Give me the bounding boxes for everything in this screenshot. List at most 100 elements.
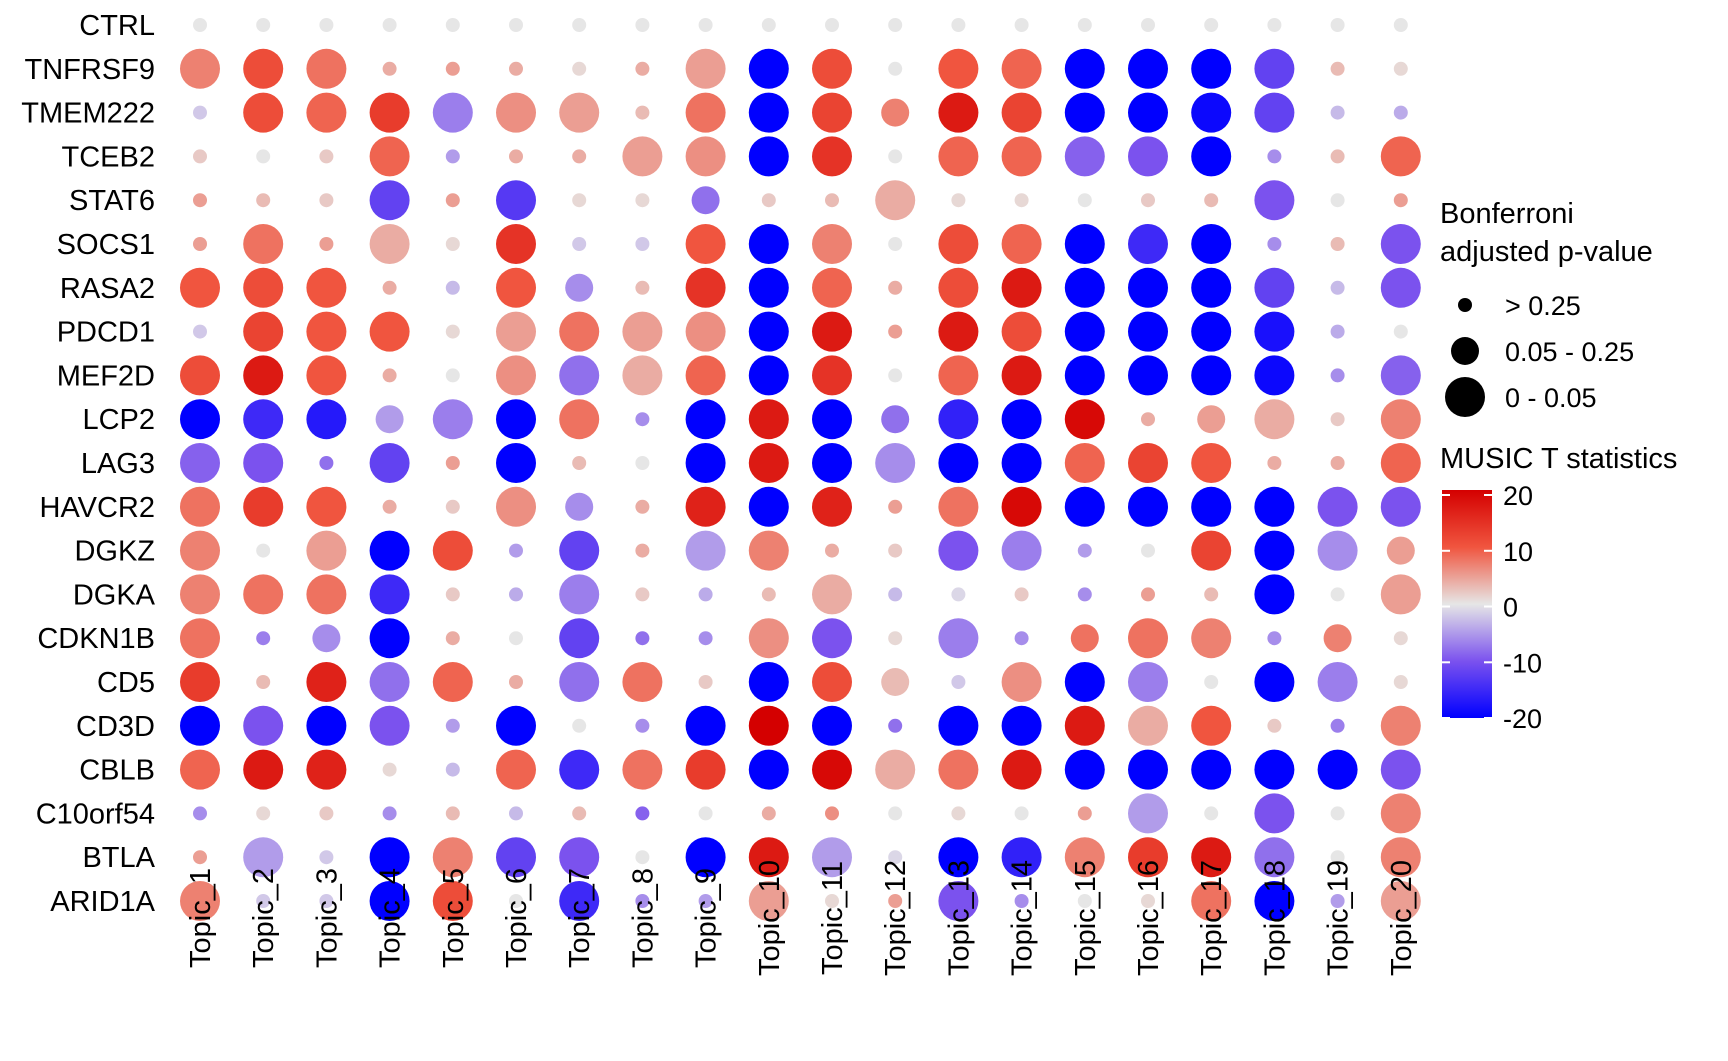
dot-tnfrsf9-topic-19 <box>1330 61 1345 76</box>
dot-ctrl-topic-3 <box>319 18 334 32</box>
dot-dgka-topic-10 <box>761 587 776 602</box>
color-legend-title: MUSIC T statistics <box>1440 443 1677 475</box>
dot-cdkn1b-topic-13 <box>938 618 979 659</box>
dot-stat6-topic-18 <box>1254 180 1295 221</box>
dot-cd5-topic-16 <box>1128 662 1168 702</box>
dot-ctrl-topic-4 <box>382 18 397 32</box>
dot-mef2d-topic-8 <box>622 355 663 396</box>
legend: Bonferroni adjusted p-value > 0.25 0.05 -… <box>1440 198 1677 734</box>
dot-tmem222-topic-3 <box>306 92 347 133</box>
dot-c10orf54-topic-12 <box>888 806 903 821</box>
dot-dgkz-topic-19 <box>1317 530 1358 571</box>
dot-havcr2-topic-5 <box>445 499 460 514</box>
dot-tceb2-topic-12 <box>888 149 903 164</box>
dot-tmem222-topic-11 <box>812 92 852 133</box>
x-tick-label: Topic_14 <box>1007 860 1039 976</box>
dot-tceb2-topic-4 <box>369 136 410 177</box>
x-tick-label: Topic_2 <box>248 868 280 968</box>
dot-pdcd1-topic-4 <box>369 311 410 352</box>
size-legend-label: > 0.25 <box>1505 291 1581 321</box>
dot-havcr2-topic-14 <box>1001 486 1042 527</box>
dot-lcp2-topic-15 <box>1064 399 1105 440</box>
dot-arid1a-topic-17 <box>1191 881 1232 921</box>
y-tick-label: CTRL <box>79 10 155 42</box>
dot-stat6-topic-6 <box>496 180 536 221</box>
dot-tmem222-topic-15 <box>1064 92 1105 133</box>
dot-arid1a-topic-7 <box>559 881 600 921</box>
dot-tmem222-topic-18 <box>1254 92 1295 133</box>
dot-tceb2-topic-19 <box>1330 149 1345 164</box>
dot-cblb-topic-2 <box>243 749 284 790</box>
dot-lcp2-topic-8 <box>635 412 650 427</box>
dot-cd3d-topic-20 <box>1380 705 1421 746</box>
dot-tnfrsf9-topic-5 <box>445 61 460 76</box>
dot-dgka-topic-13 <box>951 587 966 602</box>
dot-havcr2-topic-6 <box>496 486 536 527</box>
dot-socs1-topic-5 <box>445 237 460 251</box>
dot-havcr2-topic-18 <box>1254 486 1295 527</box>
dot-cd3d-topic-13 <box>938 705 979 746</box>
dot-cd3d-topic-7 <box>572 718 587 733</box>
dot-tnfrsf9-topic-3 <box>306 48 347 89</box>
dot-stat6-topic-16 <box>1141 193 1155 208</box>
dot-cd5-topic-18 <box>1254 662 1295 702</box>
dot-btla-topic-5 <box>432 837 473 878</box>
size-legend-items: > 0.25 0.05 - 0.25 0 - 0.05 <box>1445 291 1634 417</box>
colorbar-tick-label: -20 <box>1503 704 1542 734</box>
dot-cd3d-topic-1 <box>180 705 220 746</box>
dot-pdcd1-topic-20 <box>1393 324 1408 339</box>
dot-pdcd1-topic-5 <box>445 324 460 339</box>
dot-socs1-topic-7 <box>572 237 587 251</box>
dot-pdcd1-topic-8 <box>622 311 663 352</box>
dot-c10orf54-topic-2 <box>256 806 271 821</box>
dot-cdkn1b-topic-6 <box>509 631 523 646</box>
dot-rasa2-topic-19 <box>1330 280 1345 295</box>
dot-tmem222-topic-6 <box>496 92 536 133</box>
size-legend-dot <box>1458 298 1472 312</box>
dot-mef2d-topic-1 <box>180 355 220 396</box>
dot-dgkz-topic-2 <box>256 543 271 558</box>
dot-havcr2-topic-4 <box>382 499 397 514</box>
dot-cdkn1b-topic-2 <box>256 631 271 646</box>
dot-tceb2-topic-8 <box>622 136 663 177</box>
dot-lag3-topic-4 <box>369 443 410 483</box>
dot-havcr2-topic-2 <box>243 486 284 527</box>
dot-btla-topic-12 <box>888 850 903 865</box>
dot-tceb2-topic-16 <box>1128 136 1168 177</box>
dot-lcp2-topic-9 <box>685 399 726 440</box>
dot-mef2d-topic-20 <box>1380 355 1421 396</box>
dot-rasa2-topic-7 <box>565 273 594 302</box>
dot-dgkz-topic-11 <box>825 543 839 558</box>
dots-layer <box>180 18 1421 921</box>
dot-havcr2-topic-19 <box>1317 486 1358 527</box>
y-tick-label: TMEM222 <box>21 98 155 130</box>
dot-socs1-topic-10 <box>748 224 789 264</box>
dot-tnfrsf9-topic-6 <box>509 61 523 76</box>
dot-lag3-topic-15 <box>1064 443 1105 483</box>
dot-cd3d-topic-2 <box>243 705 284 746</box>
dot-arid1a-topic-13 <box>938 881 979 921</box>
dot-cd5-topic-19 <box>1317 662 1358 702</box>
dot-cd5-topic-1 <box>180 662 220 702</box>
dot-tmem222-topic-17 <box>1191 92 1232 133</box>
dot-dgka-topic-18 <box>1254 574 1295 615</box>
y-tick-label: PDCD1 <box>57 317 155 349</box>
dot-btla-topic-8 <box>635 850 650 865</box>
dot-cdkn1b-topic-16 <box>1128 618 1168 659</box>
dot-rasa2-topic-11 <box>812 267 852 308</box>
dot-rasa2-topic-14 <box>1001 267 1042 308</box>
dot-cdkn1b-topic-3 <box>312 624 341 653</box>
dot-cblb-topic-16 <box>1128 749 1168 790</box>
dot-cd5-topic-4 <box>369 662 410 702</box>
dot-lcp2-topic-12 <box>881 405 910 434</box>
dot-ctrl-topic-13 <box>951 18 966 32</box>
dot-stat6-topic-12 <box>875 180 916 221</box>
dot-mef2d-topic-17 <box>1191 355 1232 396</box>
dot-btla-topic-10 <box>748 837 789 878</box>
x-tick-label: Topic_11 <box>817 861 849 975</box>
dot-socs1-topic-3 <box>319 237 334 251</box>
y-tick-label: CD5 <box>97 667 155 699</box>
dot-tceb2-topic-20 <box>1380 136 1421 177</box>
dot-ctrl-topic-9 <box>698 18 713 32</box>
dot-tnfrsf9-topic-20 <box>1393 61 1408 76</box>
